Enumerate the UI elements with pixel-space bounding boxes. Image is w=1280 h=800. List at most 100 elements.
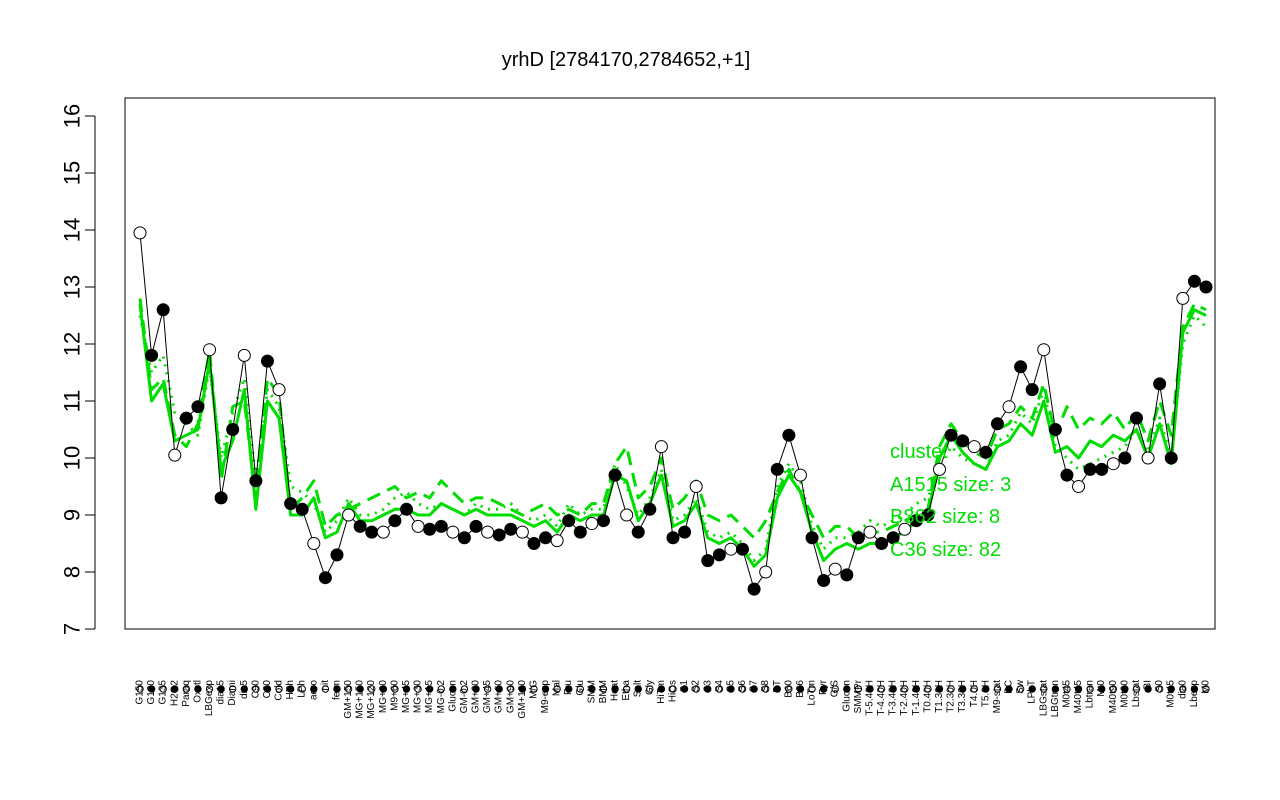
x-tick-label: M0t90 (1119, 680, 1130, 708)
x-tick-label: Glucon (447, 680, 458, 712)
x-tick-label: GM-0.2 (459, 680, 470, 714)
data-point (423, 522, 437, 536)
x-tick-label: M0 (1201, 680, 1212, 694)
data-point (1141, 451, 1155, 465)
x-tick-marker (368, 685, 376, 693)
x-tick-marker (414, 685, 422, 693)
data-point (921, 508, 935, 522)
x-tick-marker (588, 685, 596, 693)
x-tick-marker (1040, 685, 1048, 693)
x-tick-label: M9+60 (389, 680, 400, 711)
x-tick-label: T4.0H (969, 680, 980, 707)
data-point (133, 226, 147, 240)
data-point (875, 537, 889, 550)
x-tick-marker (437, 685, 445, 693)
data-point (585, 517, 599, 531)
x-tick-label: LBGtran (1050, 680, 1061, 717)
x-tick-marker (507, 685, 515, 693)
data-point (179, 411, 193, 425)
data-point (434, 519, 448, 533)
x-tick-marker (147, 685, 156, 693)
x-tick-label: S0 (1154, 680, 1165, 693)
data-point (654, 440, 668, 454)
y-tick-label: 10 (60, 446, 85, 470)
x-tick-marker (333, 685, 341, 693)
x-tick-marker (240, 685, 248, 693)
x-tick-label: G150 (135, 680, 146, 705)
plot-border (124, 97, 1216, 630)
x-tick-marker (854, 685, 863, 693)
x-tick-label: Mt0 (1096, 680, 1107, 697)
data-point (168, 448, 182, 462)
data-point (596, 514, 610, 528)
data-point (643, 502, 657, 516)
x-tick-label: MG+90 (378, 680, 389, 714)
x-tick-marker (1155, 685, 1164, 693)
x-tick-label: Mal (552, 680, 563, 696)
x-tick-label: Fru (563, 680, 574, 695)
data-point (318, 571, 332, 585)
data-point (272, 383, 286, 397)
x-tick-label: T-3.40H (888, 680, 899, 716)
legend-entry: B362 size: 8 (890, 506, 1000, 528)
x-tick-label: dia15 (216, 680, 227, 705)
data-point (342, 508, 356, 522)
data-point (353, 519, 367, 533)
data-point (203, 343, 217, 357)
x-tick-label: S1 (679, 680, 690, 693)
x-tick-marker (715, 685, 724, 693)
data-point (990, 417, 1004, 431)
x-tick-label: ferm (331, 680, 342, 700)
x-tick-label: LPhT (1027, 680, 1038, 704)
x-tick-marker (518, 685, 527, 693)
x-tick-marker (472, 685, 480, 693)
x-tick-marker (171, 685, 179, 693)
x-tick-label: G135 (158, 680, 169, 705)
x-tick-marker (344, 685, 353, 693)
x-tick-marker (159, 685, 167, 693)
x-tick-marker (877, 685, 886, 693)
data-point (214, 491, 228, 505)
x-tick-label: T3.30H (957, 680, 968, 713)
data-point (793, 468, 807, 482)
data-point (1014, 360, 1028, 374)
x-tick-label: Gly (644, 680, 655, 695)
x-tick-label: S3 (702, 680, 713, 693)
data-point (260, 354, 274, 368)
legend-entry: A1515 size: 3 (890, 474, 1011, 496)
data-point (191, 400, 205, 414)
x-tick-label: S7 (749, 680, 760, 693)
x-tick-label: dia5 (239, 680, 250, 699)
y-tick-label: 9 (60, 509, 85, 521)
x-tick-label: HiTm (656, 680, 667, 704)
x-tick-label: T-2.40H (899, 680, 910, 716)
x-tick-marker (935, 685, 944, 693)
data-point (1060, 468, 1074, 482)
data-point (307, 537, 321, 550)
x-tick-marker (1063, 685, 1071, 693)
x-tick-marker (194, 685, 202, 693)
data-point (539, 531, 553, 545)
x-tick-marker (912, 685, 921, 693)
x-tick-marker (1202, 685, 1210, 693)
x-tick-label: Paraq (181, 680, 192, 707)
x-tick-marker (356, 685, 364, 693)
data-point (469, 519, 483, 533)
data-point (1048, 423, 1062, 436)
data-point (1083, 462, 1097, 476)
x-tick-marker (761, 685, 770, 693)
x-tick-label: M40t45 (1073, 680, 1084, 714)
data-point (446, 525, 460, 539)
x-tick-marker (1016, 685, 1025, 693)
x-tick-label: GM+45 (482, 680, 493, 714)
data-point (376, 525, 390, 539)
x-tick-label: Lbexp (1189, 680, 1200, 708)
y-tick-label: 12 (60, 332, 85, 356)
data-point (1176, 291, 1190, 305)
data-point (330, 548, 344, 562)
x-tick-marker (379, 685, 388, 693)
x-tick-label: LoTm (807, 680, 818, 706)
x-tick-marker (391, 685, 399, 693)
x-tick-label: Glucon (841, 680, 852, 712)
x-tick-marker (692, 685, 700, 693)
